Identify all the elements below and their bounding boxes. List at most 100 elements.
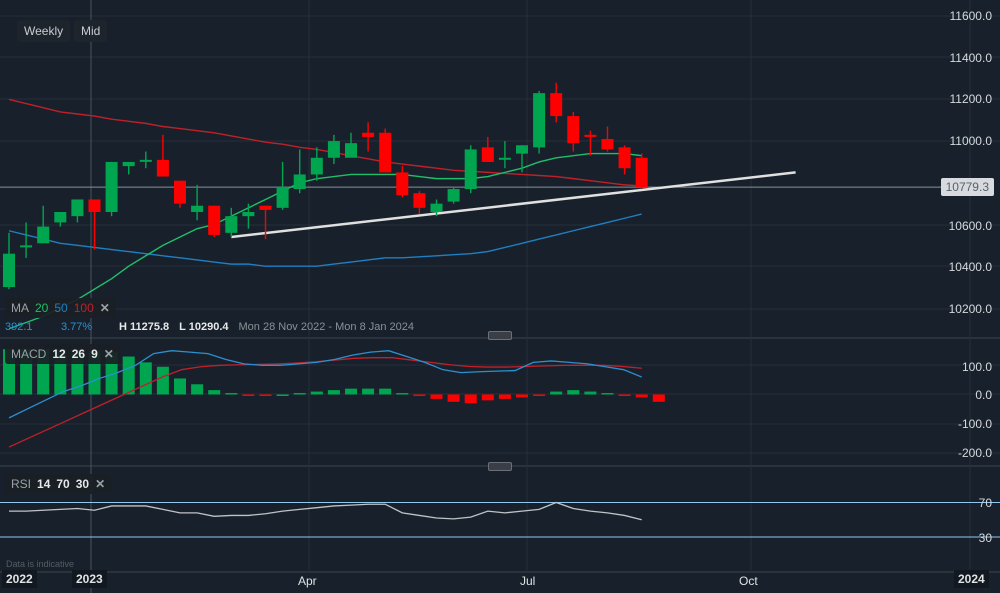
macd-legend: MACD 12 26 9 ✕ [5,344,120,364]
rsi-upper[interactable]: 70 [56,477,70,491]
ma-legend-label: MA [11,301,29,315]
candle-body [54,211,67,223]
macd-histogram-bar [618,394,631,396]
panel-resize-handle[interactable] [488,331,512,340]
price-axis-tick: 11400.0 [949,51,993,65]
macd-histogram-bar [481,394,494,401]
rsi-axis-tick: 30 [978,531,992,545]
candle-body [293,174,306,190]
price-type-selector[interactable]: Mid [74,20,108,42]
candle-body [584,134,597,137]
candle-body [430,203,443,212]
macd-histogram-bar [225,393,238,395]
candle-body [635,157,648,188]
candle-body [122,161,135,167]
ma20-period[interactable]: 20 [35,301,49,315]
macd-fast[interactable]: 12 [52,347,66,361]
candle-body [550,93,563,117]
macd-histogram-bar [20,349,33,395]
candle-body [37,226,50,244]
macd-signal[interactable]: 9 [91,347,98,361]
ma20-line [8,152,642,330]
candle-body [139,159,152,162]
candle-body [516,145,528,154]
macd-histogram-bar [516,394,528,398]
interval-selector[interactable]: Weekly [17,20,71,42]
candle-body [88,199,101,212]
candle-body [498,157,511,160]
close-icon[interactable]: ✕ [103,347,114,361]
macd-histogram-bar [413,394,426,396]
candle-body [362,132,375,137]
macd-histogram-bar [174,378,186,395]
rsi-period[interactable]: 14 [37,477,51,491]
x-axis-label-jul: Jul [520,574,536,588]
price-axis-tick: 11200.0 [949,92,993,106]
candle-body [567,116,580,144]
candle-body [71,199,84,217]
trendline [231,171,796,239]
candle-body [447,189,460,202]
candle-body [191,205,204,212]
macd-histogram-bar [379,388,392,395]
macd-histogram-bar [584,391,597,395]
macd-histogram-bar [533,394,546,396]
rsi-line [9,501,642,521]
x-axis-label-2024: 2024 [954,570,989,588]
price-axis-tick: 11000.0 [949,134,993,148]
macd-histogram-bar [635,394,648,398]
macd-histogram-bar [447,394,460,402]
macd-histogram-bar [156,366,169,395]
candle-body [242,211,255,217]
candle-body [310,157,323,175]
macd-histogram-bar [293,393,306,395]
macd-histogram-bar [652,394,665,402]
change-percent: 3.77% [61,321,93,333]
macd-axis-tick: 0.0 [975,388,992,402]
macd-axis-tick: -100.0 [957,417,992,431]
candle-body [413,193,426,208]
macd-histogram-bar [259,394,272,396]
x-axis-label-2023: 2023 [72,570,107,588]
close-icon[interactable]: ✕ [95,477,106,491]
price-axis-tick: 10600.0 [948,219,992,233]
candle-body [259,205,272,210]
macd-histogram-bar [139,362,152,395]
macd-histogram-bar [122,356,135,395]
macd-histogram-bar [396,393,409,395]
close-icon[interactable]: ✕ [99,301,110,315]
macd-axis-tick: -200.0 [957,446,992,460]
high-value: H 11275.8 [119,321,170,333]
macd-histogram-bar [601,393,614,395]
change-value: 392.1 [5,321,33,333]
macd-histogram-bar [191,384,204,395]
macd-histogram-bar [567,390,580,395]
macd-histogram-bar [208,390,221,395]
macd-slow[interactable]: 26 [71,347,86,361]
macd-histogram-bar [327,390,340,395]
candle-body [156,159,169,177]
macd-signal-line [8,357,642,448]
candle-body [105,161,118,212]
price-axis-tick: 11600.0 [949,9,993,23]
ma50-period[interactable]: 50 [54,301,68,315]
macd-axis-tick: 100.0 [961,360,992,374]
macd-histogram-bar [276,394,289,396]
macd-histogram-bar [362,388,375,395]
candle-body [327,141,340,158]
macd-legend-label: MACD [11,347,47,361]
current-price-tag: 10779.3 [940,178,994,196]
candle-body [379,132,392,173]
disclaimer: Data is indicative [6,559,75,569]
macd-histogram-bar [498,394,511,399]
rsi-lower[interactable]: 30 [75,477,90,491]
macd-histogram-bar [464,394,477,404]
ma100-period[interactable]: 100 [73,301,94,315]
macd-histogram-bar [430,394,443,399]
low-value: L 10290.4 [179,321,229,333]
panel-resize-handle[interactable] [488,462,512,471]
price-axis-tick: 10400.0 [948,260,992,274]
macd-histogram-bar [310,391,323,395]
candle-body [225,216,238,233]
